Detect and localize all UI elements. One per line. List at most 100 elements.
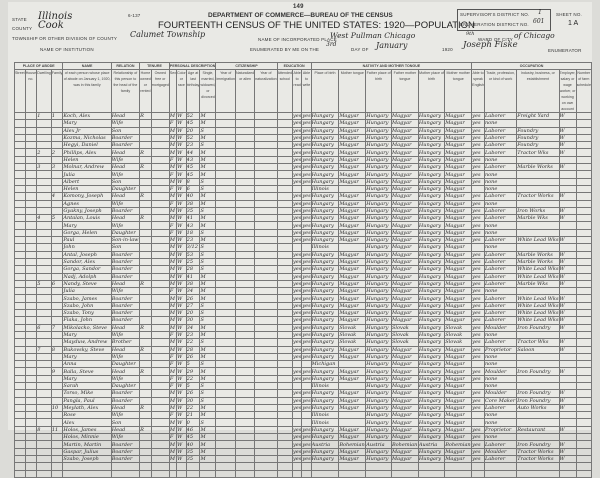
cell-school bbox=[276, 279, 293, 289]
cell-mortgage bbox=[150, 272, 170, 281]
cell-dwelling bbox=[36, 177, 52, 186]
cell-speaks-english: yes bbox=[471, 352, 485, 362]
cell-sex: M bbox=[168, 323, 178, 332]
cell-dwelling bbox=[36, 155, 52, 165]
cell-mother-birthplace: Hungary bbox=[417, 119, 446, 128]
cell-industry: White Lead Wks bbox=[516, 316, 560, 325]
cell-street bbox=[14, 301, 26, 311]
cell-write bbox=[301, 360, 312, 369]
cell-naturalized bbox=[234, 374, 256, 384]
cell-occupation: Laborer bbox=[483, 454, 518, 464]
census-table: PLACE OF ABODE NAME RELATION TENURE PERSONAL… bbox=[13, 62, 593, 478]
cell-birthplace: Michigan bbox=[310, 360, 340, 369]
cell-tenure: R bbox=[139, 163, 152, 172]
cell-father-birthplace: Hungary bbox=[365, 265, 392, 274]
cell-father-birthplace: Hungary bbox=[365, 119, 392, 128]
cell-naturalized bbox=[234, 279, 256, 289]
cell-family bbox=[50, 418, 64, 427]
cell-tenure bbox=[139, 469, 152, 478]
cell-birthplace: Hungary bbox=[310, 199, 340, 208]
cell-speaks-english: yes bbox=[471, 338, 485, 347]
cell-class-of-worker bbox=[558, 199, 577, 208]
cell-race: W bbox=[176, 184, 187, 194]
cell-dwelling bbox=[36, 418, 52, 427]
cell-father-tongue: Magyar bbox=[390, 374, 419, 384]
cell-sex: M bbox=[168, 265, 178, 274]
cell-dwelling bbox=[36, 330, 52, 340]
cell-father-tongue: Magyar bbox=[390, 381, 419, 391]
cell-school bbox=[276, 389, 293, 398]
cell-naturalized bbox=[234, 323, 256, 332]
cell-naturalization-year bbox=[254, 170, 278, 179]
cell-mortgage bbox=[150, 447, 170, 456]
cell-industry bbox=[516, 243, 560, 252]
cell-mother-tongue-of-mother: Slovak bbox=[444, 330, 473, 340]
cell-immigration-year bbox=[215, 265, 236, 274]
cell-race: W bbox=[176, 199, 187, 208]
cell-mother-tongue: Magyar bbox=[338, 265, 367, 274]
cell-marital-status: M bbox=[199, 411, 217, 420]
cell-race: W bbox=[176, 454, 187, 464]
cell-farm-schedule bbox=[575, 265, 593, 274]
cell-marital-status: M bbox=[199, 155, 217, 165]
cell-age: 28 bbox=[185, 345, 201, 354]
cell-name: Mary bbox=[62, 221, 112, 230]
cell-father-tongue: Magyar bbox=[390, 250, 419, 259]
cell-mother-birthplace: Hungary bbox=[417, 163, 446, 172]
cell-father-birthplace: Hungary bbox=[365, 199, 392, 208]
cell-speaks-english: yes bbox=[471, 403, 485, 413]
cell-family bbox=[50, 440, 64, 449]
cell-school bbox=[276, 447, 293, 456]
cell-naturalized bbox=[234, 199, 256, 208]
cell-occupation: none bbox=[483, 228, 518, 238]
cell-relation: Wife bbox=[110, 221, 141, 230]
cell-mortgage bbox=[150, 301, 170, 311]
cell-house-number bbox=[24, 345, 38, 354]
cell-mother-tongue-of-mother: Magyar bbox=[444, 287, 473, 296]
cell-race: W bbox=[176, 367, 187, 376]
cell-relation: Boarder bbox=[110, 440, 141, 449]
cell-father-tongue: Magyar bbox=[390, 265, 419, 274]
cell-occupation: none bbox=[483, 243, 518, 252]
cell-naturalized bbox=[234, 272, 256, 281]
cell-naturalized bbox=[234, 119, 256, 128]
cell-immigration-year bbox=[215, 381, 236, 391]
cell-dwelling bbox=[36, 360, 52, 369]
cell-mother-tongue: Magyar bbox=[338, 228, 367, 238]
cell-school bbox=[276, 170, 293, 179]
census-title: FOURTEENTH CENSUS OF THE UNITED STATES: … bbox=[158, 20, 475, 31]
cell-mother-tongue-of-mother: Magyar bbox=[444, 206, 473, 216]
supervisor-district: 1 bbox=[538, 9, 542, 16]
cell-family bbox=[50, 411, 64, 420]
cell-father-birthplace: Hungary bbox=[365, 221, 392, 230]
cell-naturalization-year bbox=[254, 163, 278, 172]
cell-name: Antalan, Louis bbox=[62, 214, 112, 223]
cell-immigration-year bbox=[215, 440, 236, 449]
cell-sex: F bbox=[168, 228, 178, 238]
column-header: Mother place of birth bbox=[417, 69, 446, 113]
cell-marital-status: M bbox=[199, 294, 217, 303]
cell-race: W bbox=[176, 163, 187, 172]
cell-house-number bbox=[24, 367, 38, 376]
cell-mother-tongue: Magyar bbox=[338, 163, 367, 172]
cell-father-birthplace: Hungary bbox=[365, 228, 392, 238]
cell-race: W bbox=[176, 133, 187, 143]
cell-tenure bbox=[139, 287, 152, 296]
cell-street bbox=[14, 279, 26, 289]
cell-family bbox=[50, 221, 64, 230]
cell-industry: White Lead Wks bbox=[516, 294, 560, 303]
table-row bbox=[14, 469, 593, 478]
cell-naturalized bbox=[234, 316, 256, 325]
cell-age: 26 bbox=[185, 294, 201, 303]
cell-race: W bbox=[176, 170, 187, 179]
cell-occupation: Laborer bbox=[483, 111, 518, 121]
cell-dwelling: 4 bbox=[36, 214, 52, 223]
cell-street bbox=[14, 133, 26, 143]
cell-industry: Marble Works bbox=[516, 250, 560, 259]
cell-occupation: Moulder bbox=[483, 447, 518, 456]
cell-sex: M bbox=[168, 316, 178, 325]
cell-speaks-english bbox=[471, 360, 485, 369]
cell-school bbox=[276, 272, 293, 281]
